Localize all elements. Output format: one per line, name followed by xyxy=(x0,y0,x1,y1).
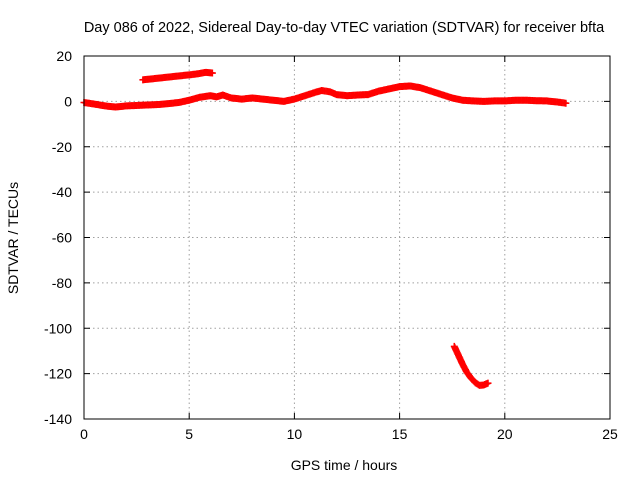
y-tick-label: 20 xyxy=(56,48,72,64)
grid-lines xyxy=(84,56,610,419)
tick-labels: 0 5 10 15 20 25 -140 -120 -100 -80 -60 -40 -20 0 20 xyxy=(44,48,618,442)
x-tick-label: 5 xyxy=(185,426,193,442)
y-tick-label: -140 xyxy=(44,411,72,427)
y-tick-label: -120 xyxy=(44,366,72,382)
data-point xyxy=(562,99,570,107)
axis-ticks xyxy=(83,55,611,420)
x-tick-label: 25 xyxy=(602,426,618,442)
y-tick-label: -40 xyxy=(52,184,72,200)
y-tick-label: -80 xyxy=(52,275,72,291)
y-tick-label: 0 xyxy=(64,93,72,109)
x-tick-label: 10 xyxy=(287,426,303,442)
series-main-track xyxy=(80,82,570,111)
chart-title: Day 086 of 2022, Sidereal Day-to-day VTE… xyxy=(84,20,605,36)
data-points xyxy=(80,68,570,389)
y-tick-label: -100 xyxy=(44,320,72,336)
x-axis-label: GPS time / hours xyxy=(291,457,398,473)
series-upper-short-arc xyxy=(139,68,216,84)
y-tick-label: -20 xyxy=(52,139,72,155)
y-tick-label: -60 xyxy=(52,230,72,246)
series-lower-arc xyxy=(450,342,492,389)
y-axis-label: SDTVAR / TECUs xyxy=(5,182,21,294)
x-tick-label: 0 xyxy=(80,426,88,442)
x-tick-label: 15 xyxy=(392,426,408,442)
plot-frame xyxy=(83,55,611,420)
data-point xyxy=(484,379,492,387)
x-tick-label: 20 xyxy=(497,426,513,442)
data-point xyxy=(208,69,216,77)
